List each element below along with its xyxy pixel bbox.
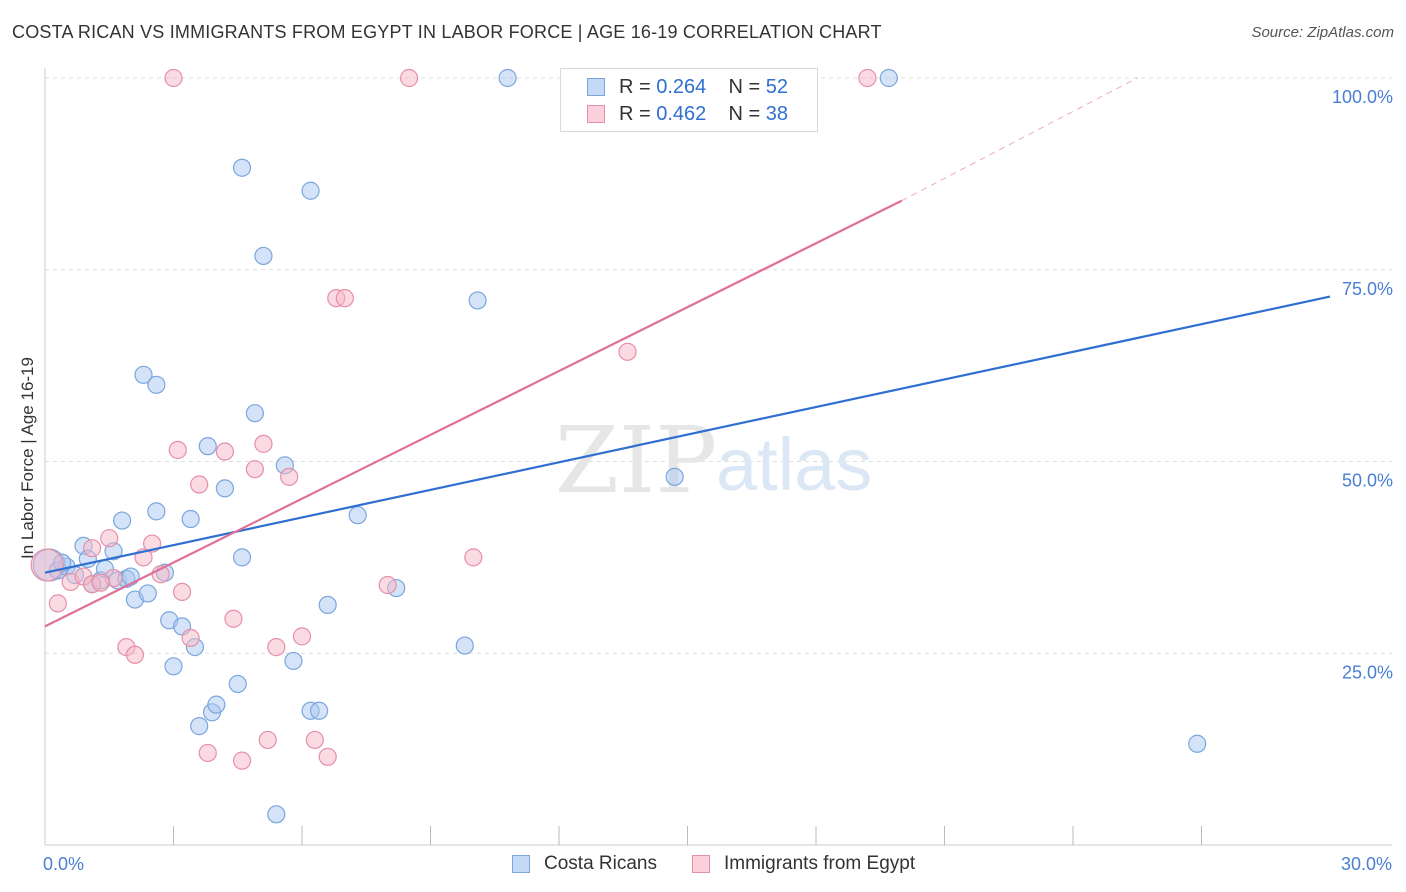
bottom-legend-egypt: Immigrants from Egypt xyxy=(692,852,915,876)
costa-rican-point xyxy=(112,511,132,530)
egypt-point xyxy=(399,68,419,88)
egypt-point xyxy=(100,529,119,548)
costa-rican-point xyxy=(207,695,226,714)
egypt-point xyxy=(267,638,286,657)
legend-n-label: N = xyxy=(728,75,761,98)
egypt-point xyxy=(232,751,252,770)
y-tick-label: 50.0% xyxy=(1342,471,1393,491)
costa-rican-point xyxy=(498,68,517,88)
correlation-legend: R = 0.264 N = 52 R = 0.462 N = 38 xyxy=(560,68,818,132)
egypt-point xyxy=(215,442,234,461)
costa-rican-point xyxy=(254,246,273,266)
egypt-point xyxy=(858,68,877,88)
legend-r-label: R = xyxy=(619,75,651,98)
costa-rican-point xyxy=(134,365,153,384)
bottom-legend-label: Costa Ricans xyxy=(544,853,657,874)
costa-rican-point xyxy=(190,717,209,736)
label-layer: 25.0% 50.0% 75.0% 100.0% 0.0% 30.0% xyxy=(43,87,1393,874)
axis-layer xyxy=(44,68,1392,846)
costa-rican-point xyxy=(318,595,337,615)
costa-rican-point xyxy=(147,375,166,394)
chart-title: COSTA RICAN VS IMMIGRANTS FROM EGYPT IN … xyxy=(12,22,882,42)
egypt-point xyxy=(335,289,354,308)
bottom-legend-swatch-pink xyxy=(692,855,710,873)
egypt-point xyxy=(464,548,483,567)
legend-swatch-pink xyxy=(587,105,605,123)
points-layer xyxy=(30,68,1207,824)
costa-rican-point xyxy=(228,674,247,694)
egypt-point xyxy=(254,434,273,453)
legend-r-value: 0.264 xyxy=(656,75,707,98)
egypt-point xyxy=(91,573,110,592)
costa-rican-point xyxy=(468,291,487,310)
legend-row-costa-ricans: R = 0.264 N = 52 xyxy=(587,75,789,99)
y-tick-label: 25.0% xyxy=(1342,662,1393,682)
legend-r-value: 0.462 xyxy=(656,102,707,125)
egypt-point xyxy=(618,342,637,361)
legend-row-egypt: R = 0.462 N = 38 xyxy=(587,102,789,126)
egypt-point xyxy=(125,645,145,664)
bottom-legend-swatch-blue xyxy=(512,855,530,873)
y-tick-label: 75.0% xyxy=(1342,279,1393,299)
x-tick-label: 30.0% xyxy=(1341,854,1392,874)
costa-rican-point xyxy=(181,509,200,529)
costa-rican-point xyxy=(245,404,264,423)
source-label: Source: ZipAtlas.com xyxy=(1251,24,1394,41)
egypt-point xyxy=(198,743,217,763)
egypt-point xyxy=(48,594,67,613)
x-tick-label: 0.0% xyxy=(43,854,84,874)
bottom-legend-label: Immigrants from Egypt xyxy=(724,853,916,874)
costa-rican-point xyxy=(147,502,166,521)
legend-swatch-blue xyxy=(587,78,605,96)
costa-rican-point xyxy=(267,805,286,824)
egypt-point xyxy=(292,627,312,646)
costa-rican-point xyxy=(164,657,183,676)
legend-n-value: 38 xyxy=(765,102,789,125)
costa-rican-point xyxy=(455,636,474,655)
costa-rican-point xyxy=(284,651,303,671)
egypt-point xyxy=(172,582,192,601)
egypt-point xyxy=(224,609,243,628)
watermark: ZIP atlas xyxy=(555,407,872,514)
egypt-point xyxy=(164,68,183,88)
egypt-point xyxy=(168,440,187,460)
egypt-point xyxy=(181,628,200,648)
egypt-point xyxy=(258,730,277,750)
watermark-zip: ZIP xyxy=(555,407,717,514)
costa-rican-point xyxy=(198,437,217,456)
trend-layer xyxy=(44,77,1331,628)
egypt-trendline-extension xyxy=(901,77,1138,202)
costa-rican-point xyxy=(879,68,898,88)
watermark-atlas: atlas xyxy=(716,423,872,506)
costa-rican-point xyxy=(348,506,367,525)
egypt-point xyxy=(318,747,337,766)
egypt-point xyxy=(378,575,397,595)
costa-rican-point xyxy=(215,479,234,498)
costa-rican-point xyxy=(232,158,252,177)
egypt-point xyxy=(280,467,299,486)
costa-rican-point xyxy=(665,467,684,486)
egypt-point xyxy=(190,475,209,494)
legend-r-label: R = xyxy=(619,102,651,125)
egypt-point xyxy=(30,548,64,582)
costa-rican-point xyxy=(232,548,252,567)
legend-n-label: N = xyxy=(728,102,761,125)
costa-rican-point xyxy=(310,701,329,720)
bottom-legend-costa-ricans: Costa Ricans xyxy=(512,852,657,876)
costa-rican-point xyxy=(138,584,157,603)
costa-rican-point xyxy=(1188,734,1207,753)
egypt-point xyxy=(305,730,324,750)
costa-rican-point xyxy=(301,181,320,200)
costa-rican-trendline xyxy=(44,295,1331,574)
egypt-point xyxy=(245,460,264,479)
y-tick-label: 100.0% xyxy=(1332,87,1393,107)
grid-layer xyxy=(45,77,1392,654)
legend-n-value: 52 xyxy=(765,75,789,98)
egypt-trendline xyxy=(44,199,903,628)
costa-rican-point xyxy=(121,567,140,586)
egypt-point xyxy=(83,539,102,558)
